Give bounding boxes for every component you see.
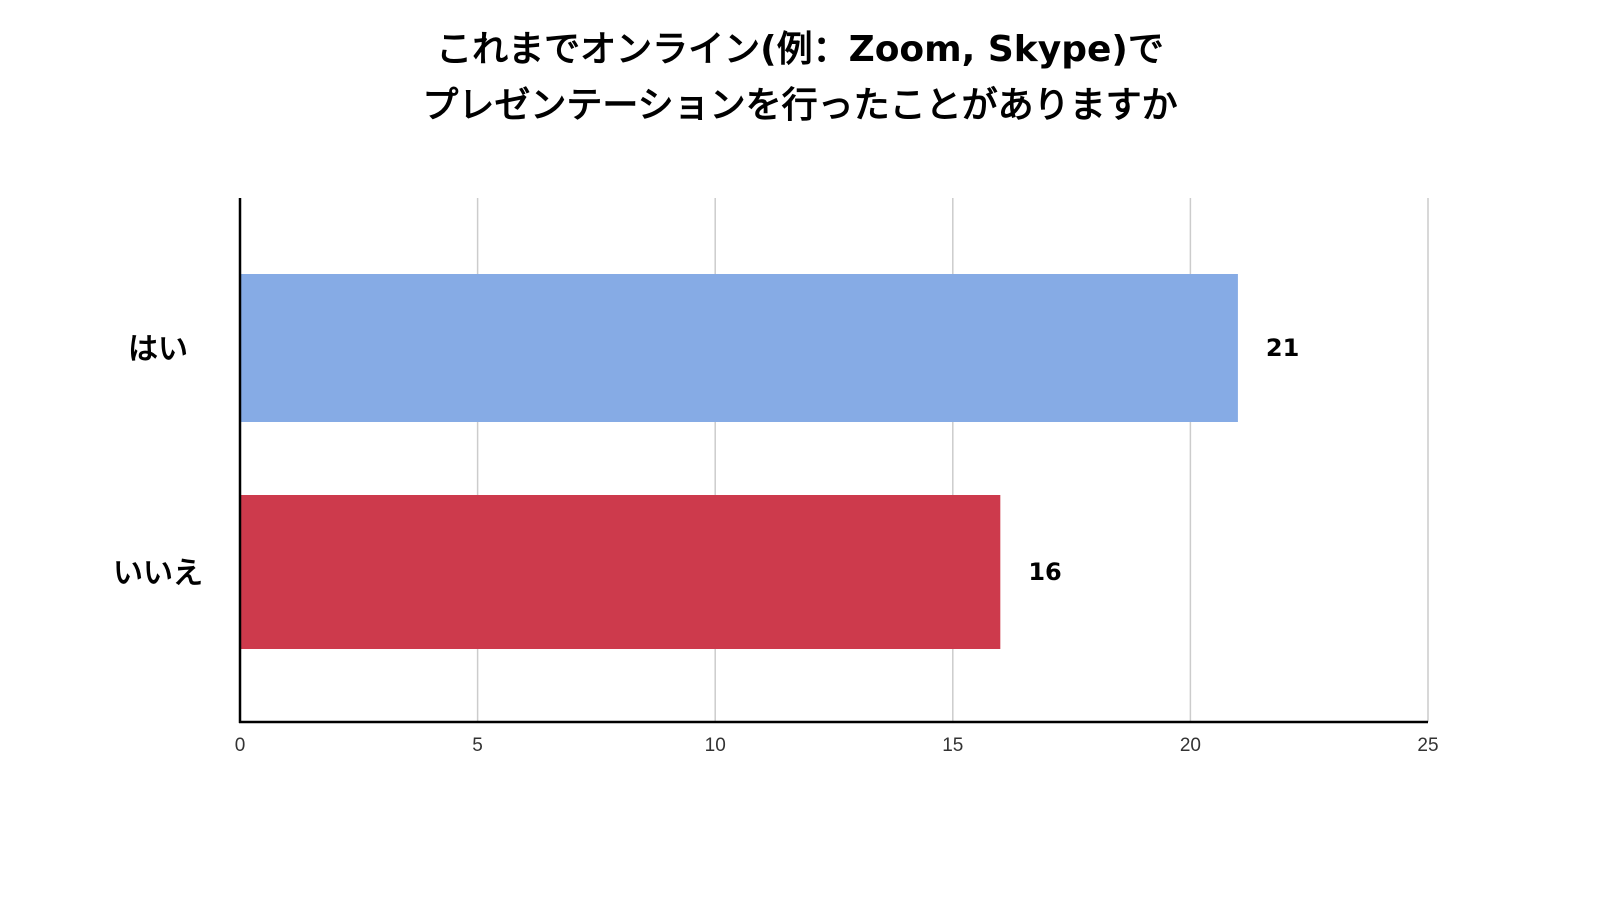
data-label: 21 [1266,334,1299,362]
x-tick-label: 25 [1417,735,1438,756]
x-tick-label: 10 [705,735,726,756]
axes [238,198,1428,724]
bar-0 [240,274,1238,422]
labels: はい 21 いいえ 16 0 5 10 15 20 25 [113,332,1439,756]
x-tick-label: 15 [942,735,963,756]
chart-title-line-1: これまでオンライン(例：Zoom, Skype)で [436,29,1164,70]
chart-title-line-2: プレゼンテーションを行ったことがありますか [422,85,1178,126]
bar-1 [240,495,1001,649]
bars [240,274,1238,649]
category-label: はい [128,332,188,367]
category-label: いいえ [113,556,203,591]
x-tick-label: 5 [472,735,483,756]
chart-title: これまでオンライン(例：Zoom, Skype)で プレゼンテーションを行ったこ… [0,22,1600,134]
x-tick-label: 20 [1180,735,1201,756]
x-tick-label: 0 [235,735,246,756]
data-label: 16 [1028,558,1061,586]
